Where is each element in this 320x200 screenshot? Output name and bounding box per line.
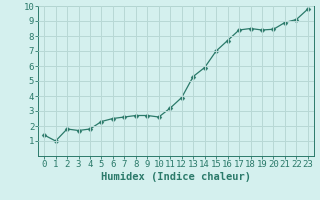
X-axis label: Humidex (Indice chaleur): Humidex (Indice chaleur) xyxy=(101,172,251,182)
